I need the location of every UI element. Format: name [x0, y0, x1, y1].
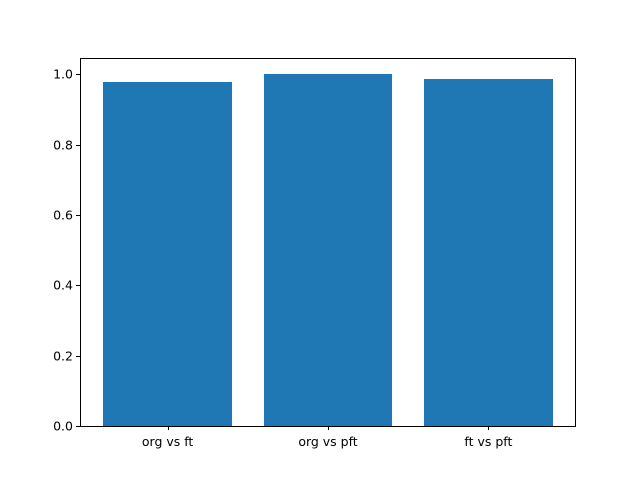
bar	[424, 79, 553, 426]
y-tick-mark	[76, 285, 80, 287]
bar	[103, 81, 232, 426]
y-tick-label: 0.8	[53, 137, 73, 152]
x-tick-mark	[328, 426, 329, 430]
y-tick-mark	[76, 426, 80, 427]
x-tick-label: org vs ft	[141, 434, 194, 449]
bar	[263, 74, 393, 426]
plot-area: org vs ft org vs pft ft vs pft 0.0 0.2 0.4 0.6…	[53, 58, 576, 449]
y-tick-label: 1.0	[53, 66, 73, 82]
y-tick-mark	[76, 74, 80, 76]
y-tick-label: 0.0	[53, 418, 73, 434]
y-tick-label: 0.4	[53, 277, 73, 293]
x-tick-mark	[488, 426, 490, 430]
y-tick-mark	[76, 355, 80, 357]
x-tick-label: org vs pft	[298, 434, 358, 449]
y-tick-label: 0.2	[53, 348, 73, 364]
y-tick-mark	[76, 144, 80, 146]
x-tick-mark	[167, 426, 169, 430]
y-tick-label: 0.6	[53, 207, 73, 223]
y-tick-mark	[76, 214, 80, 216]
x-tick-label: ft vs pft	[464, 434, 513, 449]
